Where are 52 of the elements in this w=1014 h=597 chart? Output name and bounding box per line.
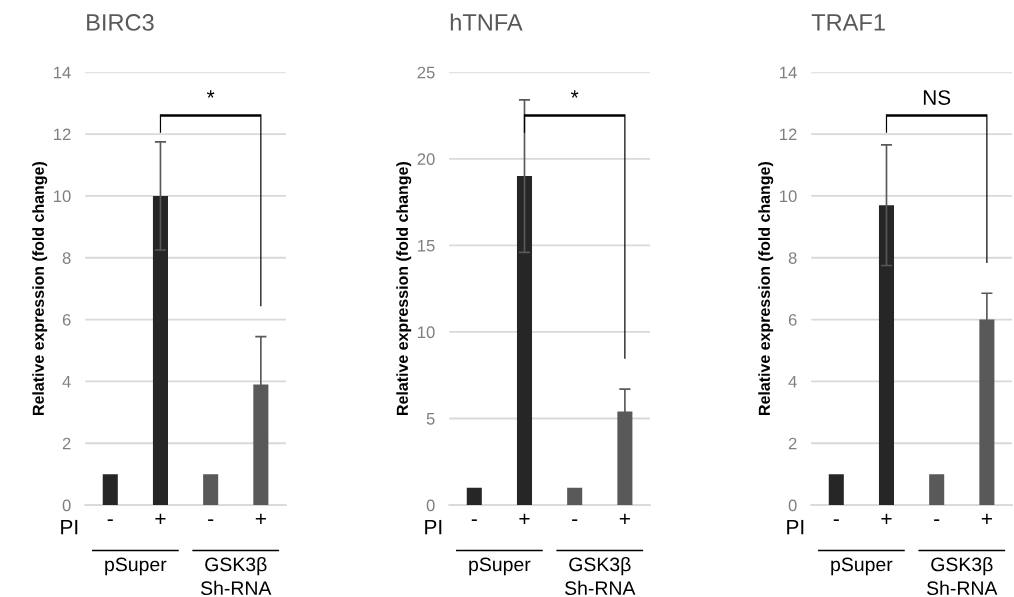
chart-title: BIRC3 xyxy=(87,14,154,31)
text: pSuper xyxy=(105,557,167,576)
y-axis-title: Relative expression (fold change) xyxy=(396,162,412,415)
x-tick-label: - xyxy=(572,519,578,521)
chart-title: TRAF1 xyxy=(811,14,885,31)
y-tick-label: 2 xyxy=(788,437,797,450)
y-tick-label: 10 xyxy=(780,190,797,203)
y-tick-label: 20 xyxy=(417,153,435,166)
annotation: * xyxy=(570,90,579,98)
y-tick-label: 6 xyxy=(62,313,71,326)
annotation: NS xyxy=(923,90,951,105)
x-tick-label: + xyxy=(519,513,530,524)
x-tick-label: - xyxy=(107,519,113,521)
y-tick-label: 4 xyxy=(788,375,797,388)
text: PI xyxy=(787,519,804,535)
y-tick-label: 12 xyxy=(780,128,797,141)
x-tick-label: + xyxy=(981,513,992,524)
x-tick-label: - xyxy=(934,519,940,521)
annotation: * xyxy=(206,90,215,98)
y-tick-label: 6 xyxy=(788,313,797,326)
y-tick-label: 0 xyxy=(62,499,71,512)
text: PI xyxy=(425,519,442,535)
y-axis-title: Relative expression (fold change) xyxy=(32,162,48,415)
text: pSuper xyxy=(469,557,531,576)
y-tick-label: 8 xyxy=(788,252,797,264)
y-tick-label: 14 xyxy=(780,66,797,79)
y-tick-label: 10 xyxy=(418,326,435,339)
x-tick-label: + xyxy=(155,513,166,524)
chart-title: hTNFA xyxy=(450,13,523,31)
y-tick-label: 12 xyxy=(54,128,71,141)
y-tick-label: 0 xyxy=(426,499,435,512)
x-tick-label: + xyxy=(881,513,892,524)
x-tick-label: + xyxy=(619,513,630,524)
text: GSK3β Sh-RNA xyxy=(927,557,998,596)
text: GSK3β Sh-RNA xyxy=(565,557,636,596)
y-tick-label: 4 xyxy=(62,375,71,388)
y-axis-title: Relative expression (fold change) xyxy=(758,162,774,415)
x-tick-label: - xyxy=(471,519,477,521)
x-tick-label: - xyxy=(208,519,214,521)
y-tick-label: 10 xyxy=(54,190,71,203)
y-tick-label: 15 xyxy=(418,239,435,252)
y-tick-label: 25 xyxy=(417,66,435,79)
y-tick-label: 5 xyxy=(426,413,435,425)
text: PI xyxy=(61,519,78,535)
x-tick-label: + xyxy=(255,513,266,524)
x-tick-label: - xyxy=(833,519,839,521)
text: GSK3β Sh-RNA xyxy=(200,557,272,596)
text: pSuper xyxy=(831,557,893,576)
y-tick-label: 8 xyxy=(62,252,71,264)
y-tick-label: 14 xyxy=(54,66,71,79)
y-tick-label: 2 xyxy=(62,437,71,450)
y-tick-label: 0 xyxy=(788,499,797,512)
